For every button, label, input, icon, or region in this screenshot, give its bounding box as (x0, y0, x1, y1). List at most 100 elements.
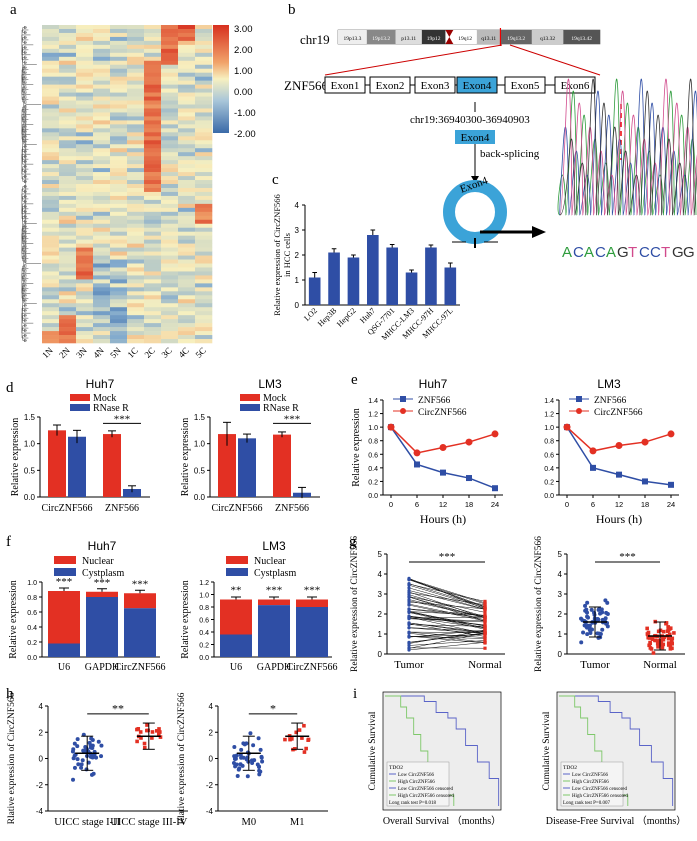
heatmap-cell (161, 331, 179, 336)
heatmap-cell (42, 112, 60, 117)
heatmap-cell (161, 251, 179, 256)
heatmap-cell (195, 267, 213, 272)
dendrogram-branch (22, 245, 27, 252)
heatmap-cell (195, 88, 213, 93)
heatmap-cell (42, 40, 60, 46)
heatmap-cell (161, 263, 179, 268)
group1-point (83, 745, 88, 750)
heatmap-cell (161, 52, 179, 58)
group2-point (155, 729, 159, 733)
legend-label: Cystplasm (82, 568, 124, 579)
heatmap-cell (59, 219, 77, 225)
data-point (563, 423, 571, 431)
bar (367, 235, 379, 305)
heatmap-cell (59, 168, 77, 173)
heatmap-cell (144, 112, 162, 117)
heatmap-cell (127, 247, 145, 252)
y-tick-label: 0.0 (544, 493, 554, 500)
heatmap-cell (59, 156, 77, 161)
dendrogram-branch (21, 109, 29, 120)
heatmap-cell (59, 255, 77, 260)
heatmap-cell (161, 44, 179, 50)
group2-point (302, 723, 306, 728)
normal-point (659, 643, 664, 647)
x-axis-label: Overall Survival （months） (383, 815, 501, 827)
paired-line (408, 635, 486, 644)
heatmap-cell (144, 28, 162, 34)
heatmap-cell (110, 152, 128, 157)
heatmap-cell (93, 96, 111, 101)
heatmap-cell (76, 32, 94, 38)
heatmap-cell (59, 327, 77, 332)
heatmap-cell (59, 120, 77, 125)
group2-point (138, 730, 143, 734)
heatmap-sample-label: 1C (125, 345, 140, 360)
heatmap-cell (127, 144, 145, 149)
heatmap-cell (93, 223, 111, 229)
heatmap-cell (195, 28, 213, 34)
data-point (667, 430, 675, 438)
heatmap-cell (195, 339, 213, 344)
heatmap-cell (127, 140, 145, 145)
y-tick-label: 2 (295, 251, 300, 260)
group1-point (260, 759, 265, 764)
group1-point (99, 743, 104, 748)
panel-b: b chr19 19p13.3 19p13.2 p13.11 19p12 19q12 q1… (270, 0, 697, 270)
x-tick-label: 18 (641, 500, 649, 509)
dendrogram-branch (21, 248, 29, 259)
dendrogram-branch (24, 140, 27, 144)
normal-point (655, 641, 660, 646)
dendrogram-branch (24, 145, 27, 149)
heatmap-cell (178, 28, 196, 34)
tumor-point (407, 610, 411, 615)
normal-point (656, 645, 660, 649)
heatmap-cell (93, 275, 111, 280)
dendrogram-branch (24, 249, 27, 253)
y-tick-label: 0.0 (368, 493, 378, 500)
dendrogram-branch (22, 283, 34, 324)
y-tick-label: 1.2 (368, 412, 378, 419)
dendrogram-branch (24, 259, 27, 263)
heatmap-cell (93, 148, 111, 153)
heatmap-cell (127, 36, 145, 42)
heatmap-cell (161, 291, 179, 296)
bar (328, 252, 340, 305)
dendrogram-branch (22, 225, 27, 232)
heatmap-cell (59, 140, 77, 145)
significance-label: *** (619, 551, 636, 563)
heatmap-cell (76, 76, 94, 81)
heatmap-cell (110, 227, 128, 232)
heatmap-cell (59, 311, 77, 316)
heatmap-cell (195, 331, 213, 336)
heatmap-cell (161, 231, 179, 236)
heatmap-cell (144, 203, 162, 209)
heatmap-cell (144, 44, 162, 50)
heatmap-cell (195, 168, 213, 173)
heatmap-cell (76, 267, 94, 272)
y-tick-label: 1.4 (544, 398, 554, 405)
heatmap-cell (93, 92, 111, 97)
normal-point (483, 646, 487, 650)
legend-marker (400, 396, 406, 402)
y-axis-label: Rlative expression of CircZNF566 (176, 692, 187, 824)
heatmap-cell (42, 327, 60, 332)
group2-point (135, 739, 139, 744)
y-tick-label: 4 (39, 702, 44, 711)
group1-point (84, 767, 89, 772)
normal-point (666, 641, 671, 645)
heatmap-cell (76, 160, 94, 165)
heatmap-cell (178, 152, 196, 157)
tumor-point (589, 607, 594, 612)
x-tick-label: GAPDH (257, 662, 291, 673)
y-tick-label: 0.6 (199, 618, 209, 625)
heatmap-cell (93, 207, 111, 213)
heatmap-cell (42, 44, 60, 50)
heatmap-cell (127, 259, 145, 264)
heatmap-cell (59, 88, 77, 93)
heatmap-cell (93, 299, 111, 304)
heatmap-cell (110, 235, 128, 240)
heatmap-cell (59, 164, 77, 169)
heatmap-cell (161, 267, 179, 272)
heatmap-cell (110, 207, 128, 213)
heatmap-cell (76, 96, 94, 101)
